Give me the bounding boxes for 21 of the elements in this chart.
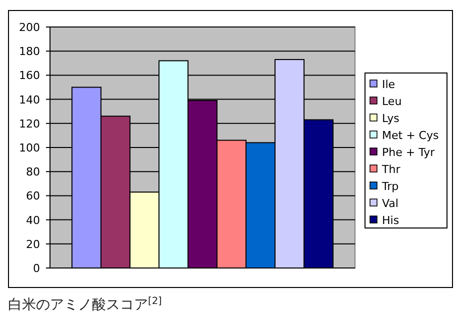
y-tick-label: 140 [19, 93, 40, 106]
legend-label: Trp [381, 180, 399, 193]
legend-label: Met + Cys [382, 129, 439, 142]
y-tick-label: 20 [26, 238, 40, 251]
y-tick-label: 120 [19, 117, 40, 130]
legend-label: Val [382, 197, 398, 210]
y-tick-label: 80 [26, 166, 40, 179]
legend-label: Ile [382, 78, 396, 91]
y-tick-label: 100 [19, 142, 40, 154]
legend-label: Leu [382, 95, 402, 108]
legend-label: His [382, 214, 400, 227]
y-tick-label: 60 [26, 190, 40, 203]
legend-label: Thr [381, 163, 401, 176]
y-tick-label: 180 [19, 45, 40, 58]
y-tick-label: 160 [19, 69, 40, 82]
legend-label: Phe + Tyr [382, 146, 436, 159]
legend-label: Lys [382, 112, 400, 125]
y-tick-label: 200 [19, 21, 40, 34]
y-tick-label: 0 [33, 262, 40, 275]
text: 白米のアミノ酸スコア$^{[2]}$ [8, 296, 162, 313]
y-tick-label: 40 [26, 214, 40, 227]
